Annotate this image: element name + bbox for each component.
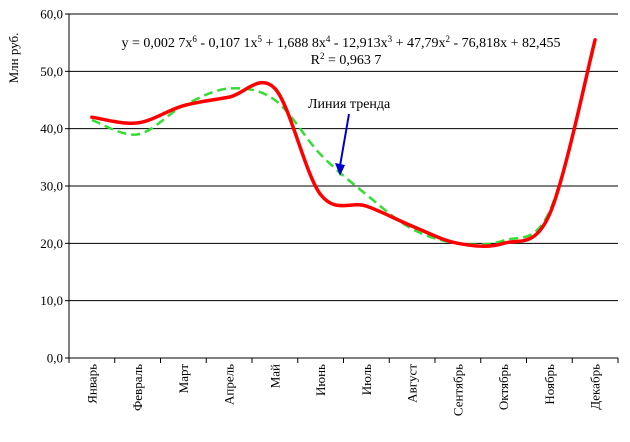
y-axis-title: Млн руб. bbox=[6, 33, 21, 84]
grid bbox=[69, 13, 618, 359]
axes bbox=[65, 13, 619, 363]
y-tick-label: 20,0 bbox=[40, 236, 63, 251]
x-tick-label: Август bbox=[405, 364, 420, 403]
y-tick-label: 60,0 bbox=[40, 7, 63, 22]
x-tick-label: Июль bbox=[359, 364, 374, 395]
arrow-head-icon bbox=[335, 163, 345, 176]
arrow-shaft bbox=[339, 113, 350, 167]
x-tick-label: Январь bbox=[84, 364, 99, 404]
x-tick-label: Февраль bbox=[130, 364, 145, 411]
trend-equation: y = 0,002 7x6 - 0,107 1x5 + 1,688 8x4 - … bbox=[121, 34, 560, 51]
x-tick-label: Май bbox=[267, 364, 282, 388]
x-tick-labels: Январь Февраль Март Апрель Май Июнь Июль Август… bbox=[84, 364, 602, 416]
y-tick-label: 40,0 bbox=[40, 121, 63, 136]
x-tick-label: Ноябрь bbox=[542, 364, 557, 405]
y-tick-label: 10,0 bbox=[40, 293, 63, 308]
series-lines bbox=[90, 38, 597, 248]
trend-label: Линия тренда bbox=[308, 97, 391, 112]
y-tick-label: 50,0 bbox=[40, 64, 63, 79]
x-tick-label: Апрель bbox=[222, 364, 237, 405]
x-tick-label: Декабрь bbox=[588, 364, 603, 410]
y-tick-label: 0,0 bbox=[47, 351, 63, 366]
y-tick-label: 30,0 bbox=[40, 179, 63, 194]
x-tick-label: Сентябрь bbox=[450, 364, 465, 416]
x-tick-label: Июнь bbox=[313, 364, 328, 396]
trend-callout: Линия тренда bbox=[308, 97, 391, 176]
x-tick-label: Октябрь bbox=[496, 364, 511, 410]
y-tick-labels: 0,0 10,0 20,0 30,0 40,0 50,0 60,0 bbox=[40, 7, 63, 366]
x-tick-label: Март bbox=[176, 364, 191, 394]
actual-line bbox=[90, 38, 597, 248]
r-squared: R2 = 0,963 7 bbox=[311, 51, 382, 68]
